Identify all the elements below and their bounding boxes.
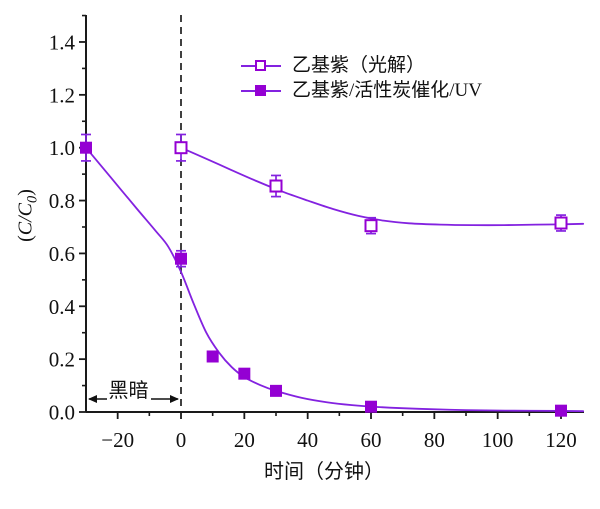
y-tick-label: 0.4: [49, 295, 76, 319]
catalysis-data-marker: [80, 141, 92, 154]
y-tick-label: 1.0: [49, 136, 75, 160]
y-tick-label: 0.6: [49, 242, 75, 266]
photolysis-data-marker: [364, 219, 378, 233]
legend-label-catalysis: 乙基紫/活性炭催化/UV: [292, 80, 483, 101]
dark-arrow-right-head: [170, 395, 179, 403]
catalysis-data-marker: [175, 252, 188, 265]
legend-item-photolysis: 乙基紫（光解）: [241, 55, 482, 77]
y-tick-label: 1.2: [49, 83, 75, 107]
x-tick-label: 120: [545, 428, 577, 452]
x-tick-label: 0: [176, 428, 187, 452]
dark-arrow-left-head: [88, 395, 97, 403]
legend-label-photolysis: 乙基紫（光解）: [292, 55, 426, 76]
legend-filled-square-marker: [241, 80, 281, 102]
x-tick-label: 40: [297, 428, 318, 452]
y-tick-label: 1.4: [49, 30, 76, 54]
y-tick-label: 0.2: [49, 348, 75, 372]
photolysis-data-marker: [269, 179, 283, 193]
legend-open-square-marker: [241, 55, 281, 77]
x-tick-label: 60: [361, 428, 382, 452]
catalysis-curve: [85, 146, 585, 413]
catalysis-data-marker: [270, 384, 283, 397]
legend: 乙基紫（光解） 乙基紫/活性炭催化/UV: [241, 55, 482, 105]
photolysis-curve: [180, 146, 585, 227]
catalysis-data-marker: [555, 404, 568, 417]
catalysis-data-marker: [365, 400, 378, 413]
x-tick-label: 80: [424, 428, 445, 452]
y-tick-label: 0.8: [49, 189, 75, 213]
catalysis-data-marker: [206, 350, 219, 363]
catalysis-data-marker: [238, 367, 251, 380]
x-tick-label: −20: [101, 428, 134, 452]
x-tick-label: 100: [482, 428, 514, 452]
x-tick-label: 20: [234, 428, 255, 452]
photolysis-data-marker: [174, 141, 188, 155]
y-axis-title: (C/C0): [14, 189, 41, 242]
photolysis-data-marker: [554, 216, 568, 230]
x-axis-title: 时间（分钟）: [264, 461, 384, 483]
dark-phase-label: 黑暗: [108, 380, 149, 402]
y-tick-label: 0.0: [49, 401, 75, 425]
legend-item-catalysis: 乙基紫/活性炭催化/UV: [241, 80, 482, 102]
